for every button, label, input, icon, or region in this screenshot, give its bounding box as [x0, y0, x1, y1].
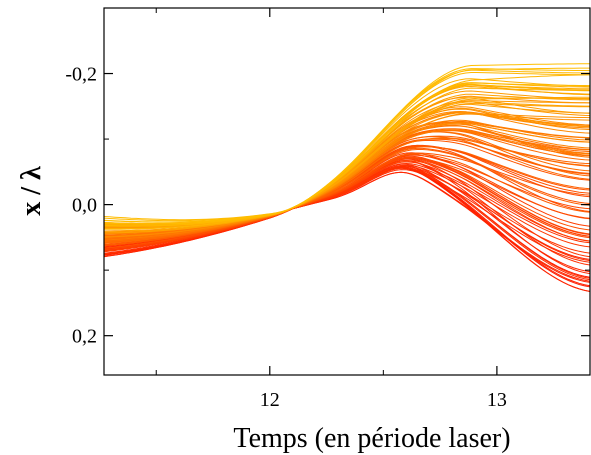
- y-tick-label-2: 0,2: [72, 326, 97, 348]
- trajectory-line-89: [104, 84, 590, 226]
- trajectory-line-41: [104, 149, 590, 246]
- trajectory-line-27: [104, 160, 590, 251]
- trajectory-line-96: [104, 82, 590, 222]
- trajectory-line-16: [104, 167, 590, 255]
- axis-ticks: 12 13 -0,2 0,0 0,2: [65, 8, 590, 411]
- x-axis-label: Temps (en période laser): [233, 423, 510, 454]
- y-tick-label-1: 0,0: [72, 195, 97, 217]
- y-tick-label-0: -0,2: [65, 64, 97, 86]
- trajectory-line-78: [104, 90, 590, 225]
- trajectory-line-81: [104, 93, 590, 230]
- trajectory-lines: [104, 63, 590, 292]
- x-tick-label-0: 12: [260, 389, 280, 411]
- trajectory-line-7: [104, 171, 590, 282]
- trajectory-line-98: [104, 67, 590, 225]
- plot-frame: [103, 7, 591, 376]
- trajectory-line-68: [104, 122, 590, 238]
- y-axis-label: x / λ: [16, 166, 47, 216]
- trajectory-line-99: [104, 63, 590, 223]
- x-tick-label-1: 13: [487, 389, 507, 411]
